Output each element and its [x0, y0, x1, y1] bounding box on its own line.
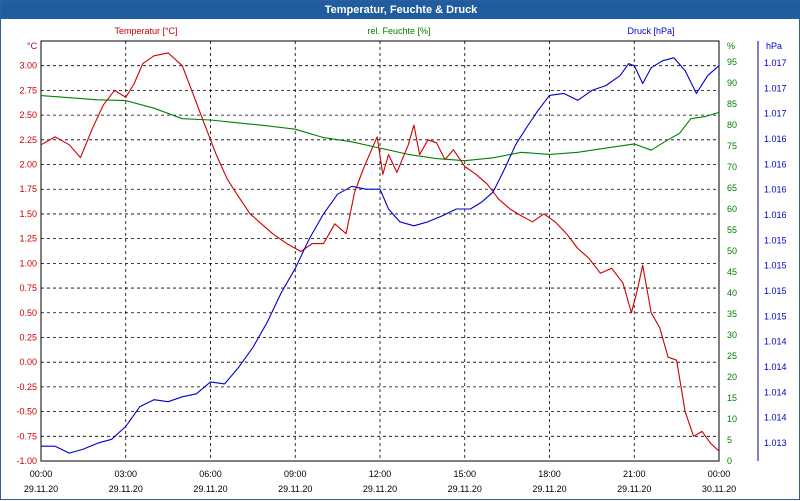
temp-tick-label: 1.25: [19, 234, 37, 244]
x-tick-time: 12:00: [369, 469, 392, 479]
series-line-0: [40, 52, 720, 452]
series-line-1: [40, 95, 720, 162]
hum-tick-label: 85: [727, 99, 737, 109]
temp-tick-label: -0.75: [16, 431, 37, 441]
temp-tick-label: 1.00: [19, 258, 37, 268]
press-tick-label: 1.014: [764, 337, 787, 347]
temp-tick-label: 3.00: [19, 61, 37, 71]
press-tick-label: 1.017: [764, 83, 787, 93]
x-tick-date: 29.11.20: [24, 484, 58, 494]
hum-tick-label: 50: [727, 246, 737, 256]
press-tick-label: 1.016: [764, 159, 787, 169]
x-tick-date: 29.11.20: [278, 484, 312, 494]
x-tick-time: 03:00: [114, 469, 137, 479]
hum-tick-label: 90: [727, 78, 737, 88]
hum-tick-label: 25: [727, 351, 737, 361]
x-tick-date: 29.11.20: [448, 484, 482, 494]
press-tick-label: 1.014: [764, 362, 787, 372]
x-tick-date: 29.11.20: [109, 484, 143, 494]
temp-tick-label: 2.00: [19, 160, 37, 170]
temp-tick-label: 0.25: [19, 332, 37, 342]
legend-1: rel. Feuchte [%]: [367, 26, 430, 36]
press-tick-label: 1.015: [764, 311, 787, 321]
hum-tick-label: 95: [727, 57, 737, 67]
hum-tick-label: 40: [727, 288, 737, 298]
press-tick-label: 1.015: [764, 286, 787, 296]
hum-tick-label: 65: [727, 183, 737, 193]
hum-tick-label: 35: [727, 309, 737, 319]
x-tick-date: 29.11.20: [363, 484, 397, 494]
x-tick-date: 29.11.20: [193, 484, 227, 494]
temp-tick-label: 2.75: [19, 85, 37, 95]
press-unit-label: hPa: [766, 41, 782, 51]
temp-unit-label: °C: [27, 41, 38, 51]
press-tick-label: 1.014: [764, 387, 787, 397]
temp-tick-label: 2.50: [19, 110, 37, 120]
hum-tick-label: 5: [727, 435, 732, 445]
x-tick-date: 29.11.20: [532, 484, 566, 494]
hum-tick-label: 0: [727, 456, 732, 466]
legend-0: Temperatur [°C]: [114, 26, 177, 36]
temp-tick-label: 0.50: [19, 308, 37, 318]
hum-unit-label: %: [727, 41, 735, 51]
hum-tick-label: 55: [727, 225, 737, 235]
press-tick-label: 1.015: [764, 261, 787, 271]
press-tick-label: 1.017: [764, 58, 787, 68]
x-tick-time: 06:00: [199, 469, 222, 479]
hum-tick-label: 60: [727, 204, 737, 214]
temp-tick-label: 0.00: [19, 357, 37, 367]
hum-tick-label: 10: [727, 414, 737, 424]
hum-tick-label: 15: [727, 393, 737, 403]
press-tick-label: 1.015: [764, 235, 787, 245]
press-tick-label: 1.013: [764, 438, 787, 448]
legend-2: Druck [hPa]: [627, 26, 674, 36]
press-tick-label: 1.017: [764, 109, 787, 119]
x-tick-time: 15:00: [453, 469, 476, 479]
temp-tick-label: 2.25: [19, 135, 37, 145]
temp-tick-label: 0.75: [19, 283, 37, 293]
temp-tick-label: 1.50: [19, 209, 37, 219]
window-title: Temperatur, Feuchte & Druck: [1, 1, 800, 19]
temp-tick-label: -0.50: [16, 407, 37, 417]
hum-tick-label: 30: [727, 330, 737, 340]
x-tick-time: 00:00: [30, 469, 53, 479]
press-tick-label: 1.016: [764, 185, 787, 195]
x-tick-time: 00:00: [708, 469, 731, 479]
x-tick-time: 21:00: [623, 469, 646, 479]
x-tick-date: 30.11.20: [702, 484, 736, 494]
x-tick-time: 18:00: [538, 469, 561, 479]
temp-tick-label: -0.25: [16, 382, 37, 392]
x-tick-date: 29.11.20: [617, 484, 651, 494]
hum-tick-label: 70: [727, 162, 737, 172]
press-tick-label: 1.016: [764, 134, 787, 144]
x-tick-time: 09:00: [284, 469, 307, 479]
press-tick-label: 1.016: [764, 210, 787, 220]
temp-tick-label: -1.00: [16, 456, 37, 466]
hum-tick-label: 20: [727, 372, 737, 382]
temp-tick-label: 1.75: [19, 184, 37, 194]
hum-tick-label: 45: [727, 267, 737, 277]
press-tick-label: 1.014: [764, 413, 787, 423]
hum-tick-label: 75: [727, 141, 737, 151]
series-line-2: [41, 57, 720, 454]
hum-tick-label: 80: [727, 120, 737, 130]
